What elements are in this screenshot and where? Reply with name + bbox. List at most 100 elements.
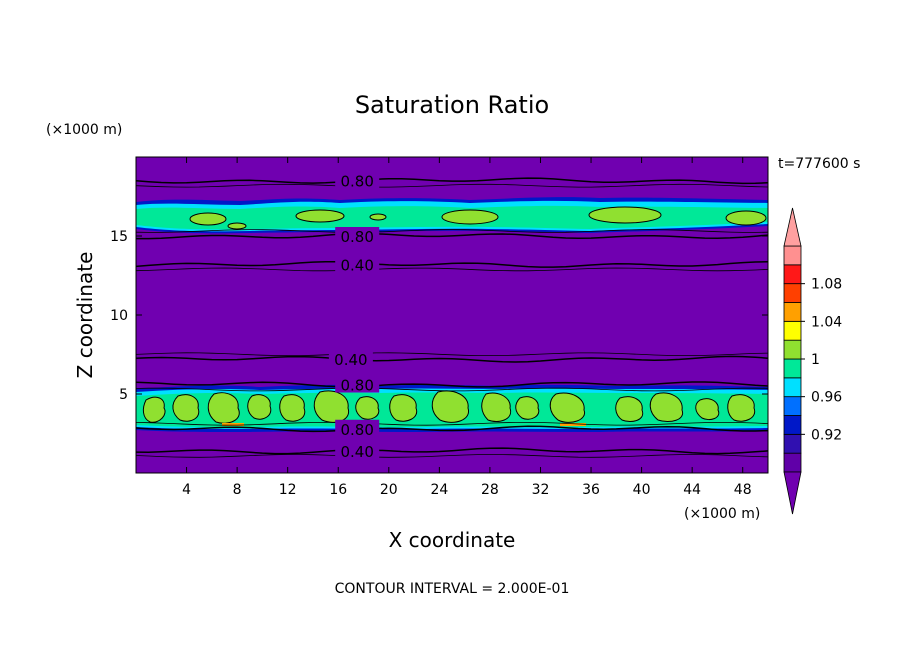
contour-line (136, 355, 768, 363)
x-tick-label: 16 (329, 482, 347, 498)
x-tick-label: 32 (532, 482, 550, 498)
contour-line (136, 177, 768, 185)
x-tick-label: 36 (582, 482, 600, 498)
lower-moist-layer (136, 384, 768, 432)
time-label: t=777600 s (778, 156, 860, 172)
x-tick-label: 8 (233, 482, 242, 498)
lower-cell (355, 396, 380, 420)
contour-line-minor (136, 387, 768, 392)
colorbar-segment (783, 433, 802, 454)
contour-line (136, 447, 768, 455)
contour-line (136, 232, 768, 240)
x-axis-label: X coordinate (389, 528, 516, 552)
contour-line-minor (136, 454, 768, 458)
chart-title: Saturation Ratio (355, 91, 549, 119)
contour-line (136, 381, 768, 388)
x-unit-label: (×1000 m) (684, 506, 760, 522)
contour-label: 0.80 (340, 228, 373, 246)
contour-line-minor (136, 229, 768, 233)
x-tick-label: 24 (430, 482, 448, 498)
colorbar-segment (783, 283, 802, 303)
y-tick-label: 15 (110, 229, 128, 245)
contour-line-minor (136, 267, 768, 272)
colorbar: 0.92 0.96 1 1.04 1.08 (783, 207, 842, 515)
colorbar-segment (783, 245, 802, 266)
contour-line (136, 260, 768, 268)
contour-interval-note: CONTOUR INTERVAL = 2.000E-01 (335, 581, 570, 597)
contour-line-minor (136, 183, 768, 188)
x-tick-label: 44 (683, 482, 701, 498)
contour-line (136, 425, 768, 433)
lower-cell (279, 394, 306, 422)
lower-cell (649, 392, 684, 423)
lower-cell (727, 394, 756, 422)
colorbar-segment (783, 396, 802, 416)
contour-label-bg (335, 375, 380, 393)
lower-cell (207, 392, 240, 424)
contour-label: 0.40 (334, 351, 367, 369)
lower-cell (313, 390, 350, 423)
contour-label-bg (335, 255, 380, 273)
lower-layer-orange-patch (222, 423, 244, 426)
upper-cell (295, 209, 345, 223)
lower-cell (142, 396, 166, 423)
x-tick-label: 40 (633, 482, 651, 498)
colorbar-label: 1 (811, 352, 820, 368)
lower-layer-orange-patch (560, 423, 586, 426)
lower-cell (247, 394, 272, 420)
colorbar-label: 0.96 (811, 390, 842, 406)
upper-cell (227, 222, 247, 230)
upper-cell (189, 212, 227, 226)
colorbar-segment (783, 358, 802, 379)
x-tick-label: 12 (279, 482, 297, 498)
x-ticks: 4 8 12 16 20 24 28 32 36 40 44 48 (182, 157, 752, 498)
colorbar-under-arrow (783, 471, 802, 515)
upper-cell (588, 206, 662, 224)
upper-moist-layer (136, 197, 768, 234)
lower-cell (515, 396, 540, 420)
colorbar-label: 1.08 (811, 277, 842, 293)
y-unit-label: (×1000 m) (46, 122, 122, 138)
colorbar-segment (783, 452, 802, 473)
upper-cell (725, 210, 767, 226)
x-tick-label: 48 (734, 482, 752, 498)
contour-label-bg (335, 419, 380, 437)
contour-label: 0.80 (340, 421, 373, 439)
lower-cell (549, 392, 586, 423)
x-tick-label: 20 (380, 482, 398, 498)
contour-label-bg (335, 227, 380, 244)
lower-cell (389, 394, 418, 422)
contour-line-minor (136, 421, 768, 426)
lower-cell (481, 392, 512, 422)
colorbar-label: 0.92 (811, 427, 842, 443)
plot-area: 0.80 0.80 0.40 0.40 0.80 0.80 0.40 (136, 157, 768, 473)
lower-cell (172, 394, 200, 422)
y-axis-label: Z coordinate (73, 252, 97, 379)
colorbar-segment (783, 302, 802, 322)
contour-label-bg (335, 441, 380, 459)
contour-label: 0.80 (340, 173, 373, 191)
contour-label: 0.40 (340, 256, 373, 274)
upper-cell (369, 213, 387, 221)
colorbar-segment (783, 320, 802, 341)
colorbar-over-arrow (783, 207, 802, 247)
x-tick-label: 4 (182, 482, 191, 498)
lower-cell (695, 398, 720, 421)
contour-label: 0.40 (340, 443, 373, 461)
y-tick-label: 10 (110, 308, 128, 324)
colorbar-label: 1.04 (811, 314, 842, 330)
x-tick-label: 28 (481, 482, 499, 498)
lower-cell (431, 390, 470, 423)
contour-line-minor (136, 352, 768, 356)
upper-layer-cells (189, 206, 767, 230)
colorbar-segment (783, 264, 802, 285)
contour-label: 0.80 (340, 377, 373, 395)
contour-label-bg (328, 350, 373, 368)
upper-cell (441, 209, 499, 225)
contour-lines: 0.80 0.80 0.40 0.40 0.80 0.80 0.40 (136, 171, 768, 461)
colorbar-segment (783, 415, 802, 435)
colorbar-segment (783, 339, 802, 360)
colorbar-segment (783, 377, 802, 398)
y-tick-label: 5 (119, 387, 128, 403)
